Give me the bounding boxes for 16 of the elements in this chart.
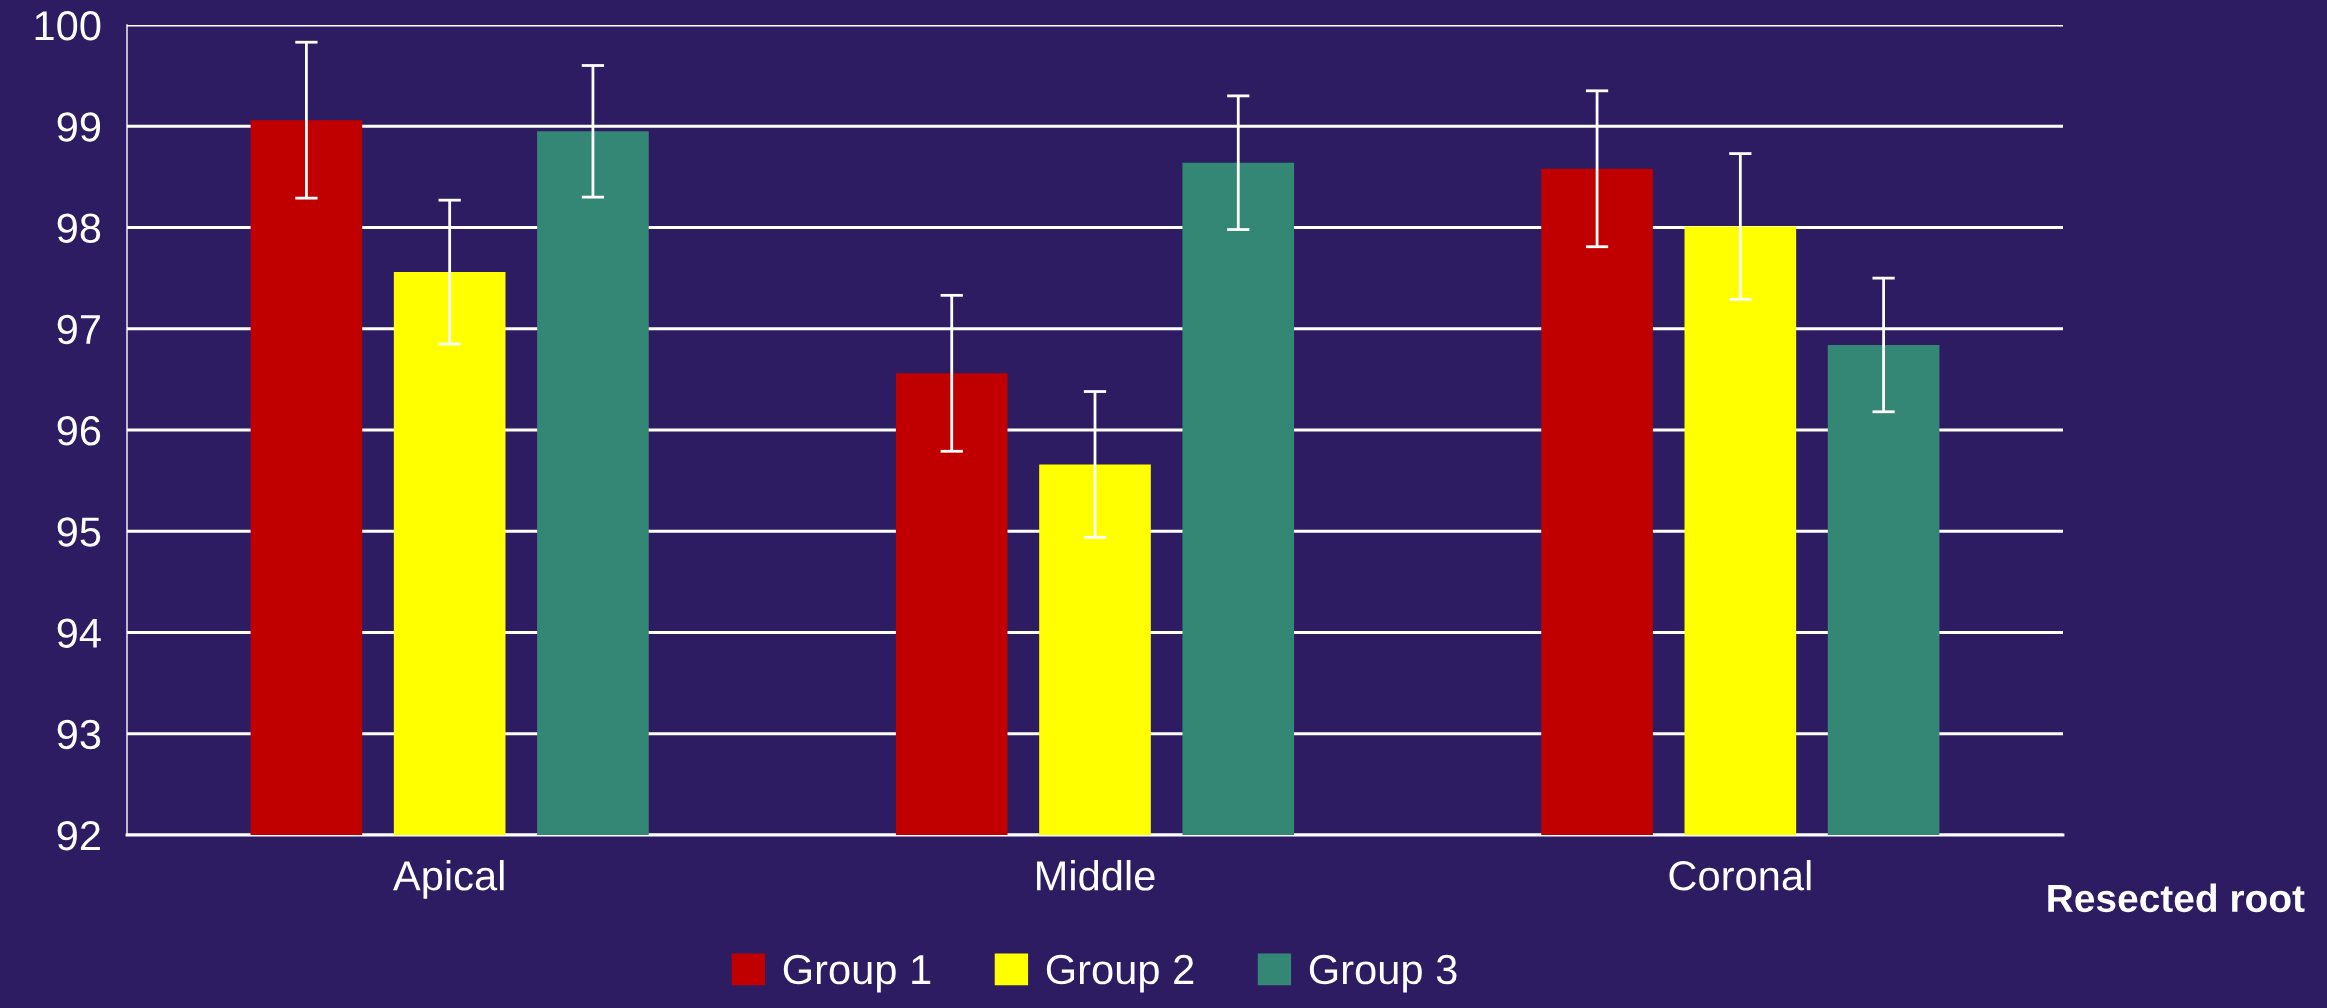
x-tick-label: Coronal (1669, 860, 1811, 891)
y-tick-label: 92 (57, 821, 100, 851)
y-tick-label: 95 (57, 517, 101, 547)
x-tick-label: Apical (393, 860, 504, 899)
legend-label: Group 2 (1046, 954, 1194, 993)
y-tick-label: 99 (57, 112, 101, 142)
y-tick-label: 93 (57, 719, 101, 750)
y-tick-label: 98 (57, 213, 101, 244)
legend-label: Group 1 (783, 954, 931, 993)
y-tick-label: 100 (35, 11, 101, 41)
y-tick-label: 94 (57, 618, 101, 649)
legend-label: Group 3 (1309, 954, 1457, 993)
y-tick-label: 97 (57, 314, 100, 345)
x-tick-label: Middle (1037, 860, 1155, 891)
x-axis-title: Resected root (2048, 883, 2305, 913)
y-tick-label: 96 (57, 416, 101, 446)
